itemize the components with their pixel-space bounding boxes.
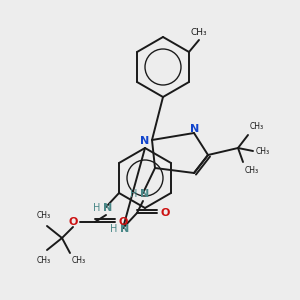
Text: O: O [118,217,128,227]
Text: N: N [190,124,200,134]
Text: N: N [140,189,150,199]
Text: N: N [120,224,130,234]
Text: CH₃: CH₃ [37,256,51,265]
Text: CH₃: CH₃ [250,122,264,131]
Text: CH₃: CH₃ [256,146,270,155]
Text: O: O [68,217,78,227]
Text: H: H [130,189,138,199]
Text: CH₃: CH₃ [245,166,259,175]
Text: H: H [110,224,118,234]
Text: CH₃: CH₃ [191,28,207,37]
Text: CH₃: CH₃ [72,256,86,265]
Text: N: N [103,203,112,213]
Text: CH₃: CH₃ [37,211,51,220]
Text: H: H [93,203,101,213]
Text: N: N [140,136,150,146]
Text: O: O [160,208,170,218]
